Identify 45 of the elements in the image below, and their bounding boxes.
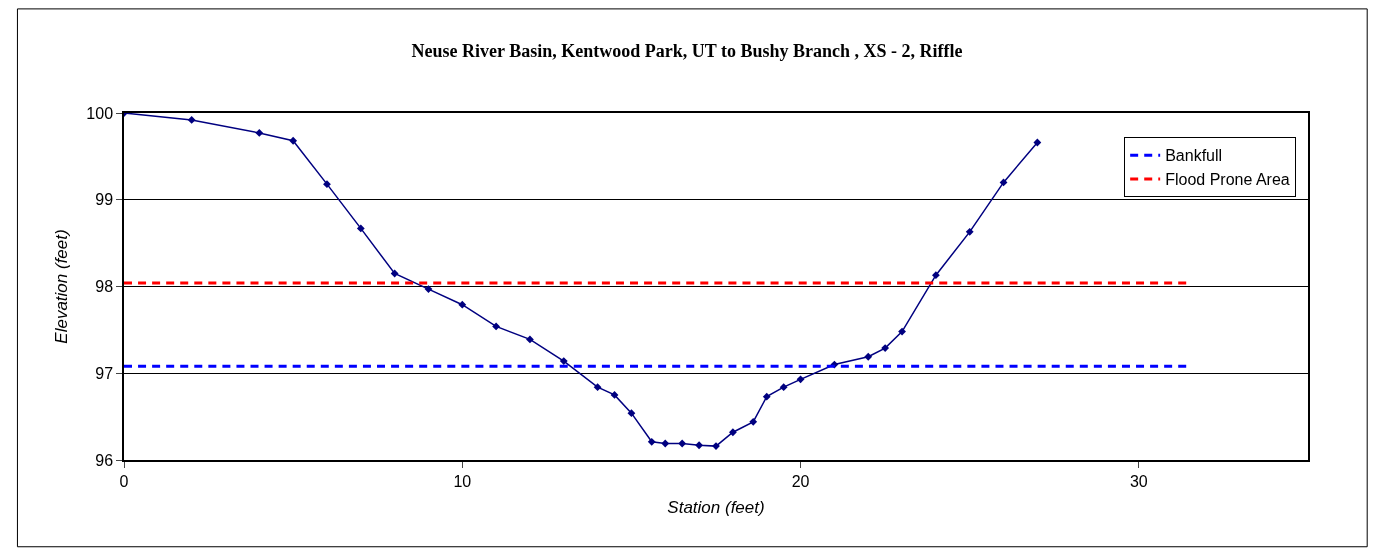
point [1033,138,1042,147]
y-axis-title: Elevation (feet) [52,229,72,344]
point [593,383,602,392]
point [965,227,974,236]
point [647,437,656,446]
point [881,344,890,352]
legend-label: Bankfull [1165,147,1223,165]
point [796,375,805,384]
x-tick-label: 10 [453,472,472,490]
y-tick-label: 98 [95,278,114,296]
point [678,439,687,448]
point [712,442,720,451]
legend-label: Flood Prone Area [1165,171,1290,189]
point [289,136,298,145]
point [695,441,703,450]
point [627,409,636,418]
point [999,178,1008,187]
point [526,335,534,344]
y-tick-label: 96 [95,451,114,469]
x-axis-title: Station (feet) [667,497,765,517]
point [356,224,365,233]
point [424,285,433,293]
point [390,269,399,278]
x-tick-label: 30 [1129,472,1148,490]
point [898,327,906,336]
point [762,392,771,401]
point [492,322,501,331]
point [255,129,264,137]
point [749,417,758,426]
point [661,439,670,448]
x-tick-label: 20 [791,472,810,490]
point [729,428,737,437]
point [559,357,568,365]
point [458,300,467,309]
point [187,116,196,124]
y-tick-label: 100 [86,104,114,122]
x-tick-label: 0 [119,472,129,490]
point [864,352,873,361]
point [323,180,331,189]
y-tick-label: 97 [95,364,114,382]
y-tick-label: 99 [95,191,114,209]
point [779,383,788,392]
point [610,391,619,399]
chart-title: Neuse River Basin, Kentwood Park, UT to Bushy Branch , XS - 2, Riffle [411,41,963,62]
point [931,271,940,280]
